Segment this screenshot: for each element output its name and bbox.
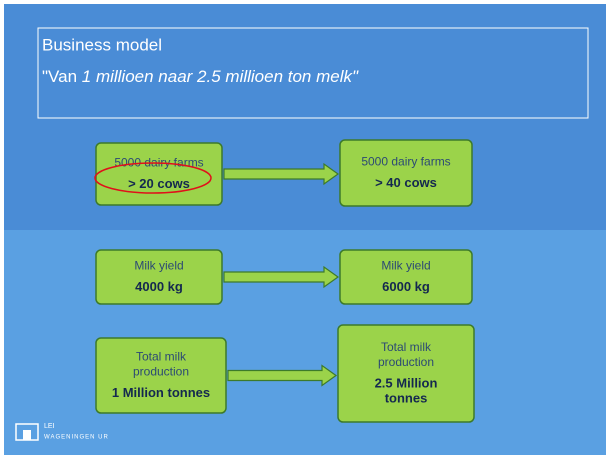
box	[95, 142, 223, 206]
arrow	[223, 162, 340, 186]
box-value: 6000 kg	[382, 279, 430, 294]
box	[337, 324, 475, 423]
title-box	[37, 27, 589, 119]
box-value: > 20 cows	[128, 176, 190, 191]
box-label: production	[378, 355, 434, 369]
box	[339, 139, 473, 207]
arrow	[223, 265, 340, 289]
box	[95, 249, 223, 305]
title: Business model	[42, 35, 162, 54]
logo-org: WAGENINGEN UR	[44, 435, 109, 441]
logo-name: LEI	[44, 423, 55, 430]
box-value: 4000 kg	[135, 279, 183, 294]
box-value: 1 Million tonnes	[112, 385, 210, 400]
background-bottom	[4, 230, 606, 455]
box-label: Milk yield	[381, 259, 430, 273]
box-value: > 40 cows	[375, 175, 437, 190]
box	[339, 249, 473, 305]
subtitle: "Van 1 millioen naar 2.5 millioen ton me…	[42, 67, 359, 86]
box-label: Total milk	[136, 350, 187, 364]
highlight-ellipse	[94, 162, 212, 194]
box-label: 5000 dairy farms	[361, 155, 450, 169]
subtitle-rest: 1 millioen naar 2.5 millioen ton melk"	[82, 67, 359, 86]
box-label: production	[133, 365, 189, 379]
subtitle-prefix: "Van	[42, 67, 77, 86]
box-label: Milk yield	[134, 259, 183, 273]
logo-icon-door	[23, 430, 31, 440]
box-label: Total milk	[381, 340, 432, 354]
box	[95, 337, 227, 414]
arrow	[227, 364, 338, 387]
logo: LEI WAGENINGEN UR	[15, 423, 109, 441]
box-value: 2.5 Million	[375, 375, 438, 390]
box-value: tonnes	[385, 390, 428, 405]
